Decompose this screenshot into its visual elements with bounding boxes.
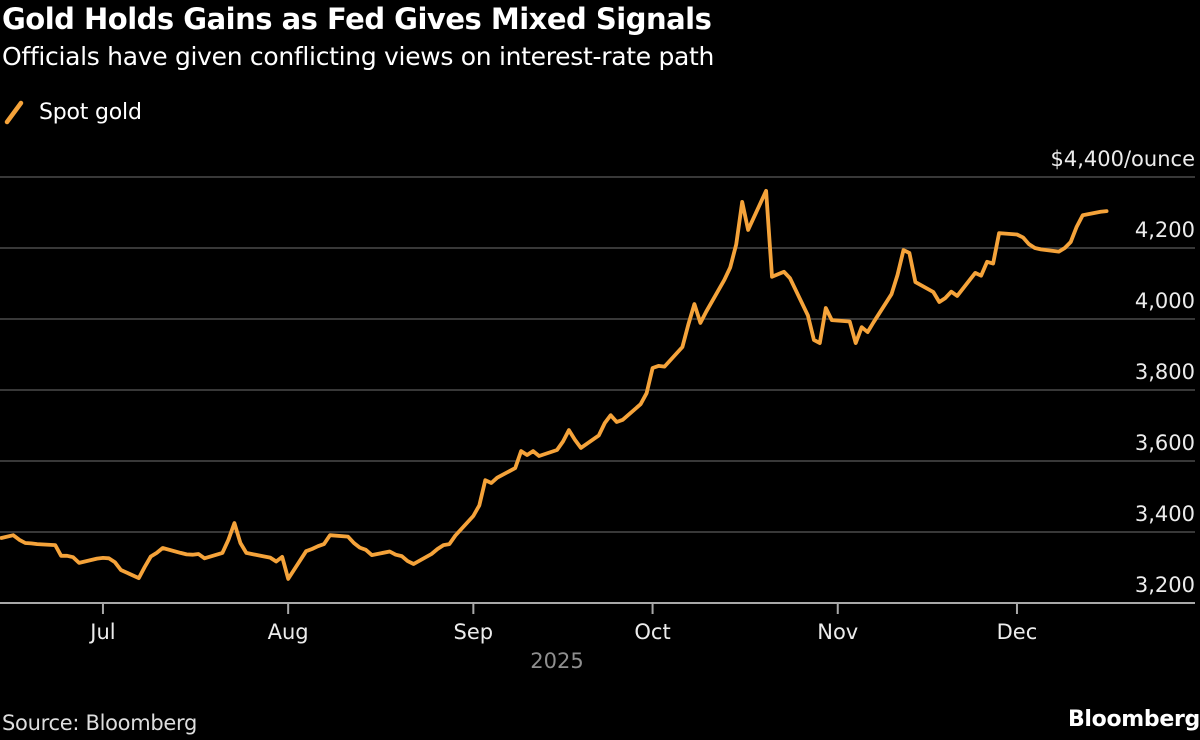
x-axis-label: Oct <box>634 620 671 644</box>
y-axis-label: 3,200 <box>1134 573 1195 597</box>
x-axis-label: Dec <box>996 620 1038 644</box>
x-axis-label: Sep <box>453 620 494 644</box>
chart-subtitle: Officials have given conflicting views o… <box>2 42 715 71</box>
source-credit: Source: Bloomberg <box>2 711 198 735</box>
y-axis-label: 4,000 <box>1134 289 1195 313</box>
x-axis-label: Jul <box>90 620 116 644</box>
diagonal-line-icon <box>4 100 24 125</box>
x-axis-year-label: 2025 <box>530 649 584 673</box>
legend-label: Spot gold <box>39 99 142 125</box>
legend: Spot gold <box>4 98 142 126</box>
y-axis-label: 3,800 <box>1134 360 1195 384</box>
y-axis-label: 3,400 <box>1134 502 1195 526</box>
y-axis-label: 3,600 <box>1134 431 1195 455</box>
x-axis-label: Nov <box>817 620 859 644</box>
chart-title: Gold Holds Gains as Fed Gives Mixed Sign… <box>2 2 712 36</box>
y-axis-label: 4,200 <box>1134 218 1195 242</box>
spot-gold-line <box>0 188 1109 581</box>
x-axis-label: Aug <box>267 620 309 644</box>
y-axis-label: $4,400/ounce <box>1050 147 1196 171</box>
bloomberg-logo: Bloomberg <box>1067 707 1200 732</box>
